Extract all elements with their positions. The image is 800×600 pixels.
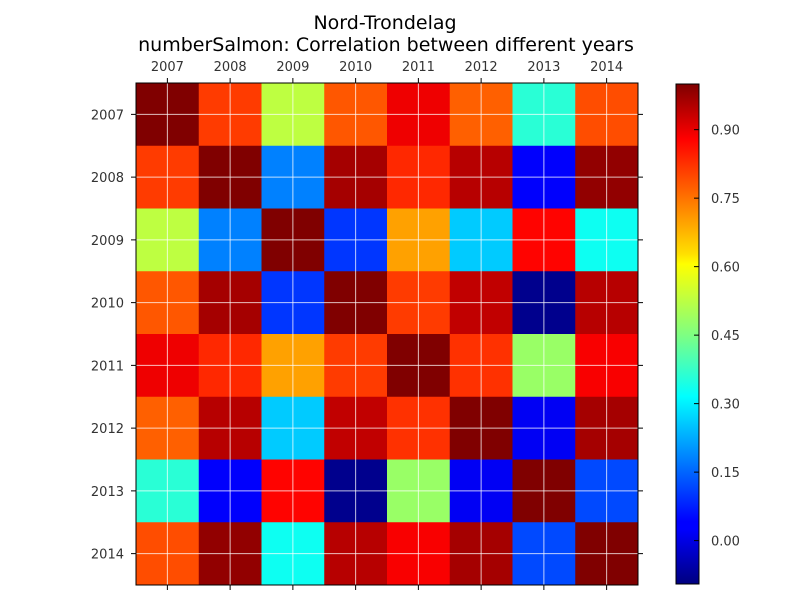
- y-tick-label: 2008: [91, 171, 124, 186]
- colorbar-ticks: 0.00 0.15 0.30 0.45 0.60 0.75 0.90: [694, 124, 740, 550]
- x-tick-label: 2008: [214, 60, 247, 75]
- y-tick-label: 2014: [91, 548, 124, 563]
- colorbar-tick-label: 0.90: [711, 124, 740, 139]
- x-tick-label: 2009: [276, 60, 309, 75]
- colorbar-tick-label: 0.30: [711, 398, 740, 413]
- colorbar: [675, 83, 700, 585]
- chart-subtitle: numberSalmon: Correlation between differ…: [138, 34, 634, 56]
- y-tick-label: 2013: [91, 485, 124, 500]
- colorbar-tick-label: 0.15: [711, 466, 740, 481]
- y-axis: 2007 2008 2009 2010 2011 2012 2013 2014: [91, 108, 643, 563]
- y-tick-label: 2010: [91, 297, 124, 312]
- x-tick-label: 2013: [527, 60, 560, 75]
- heatmap-cells: [136, 83, 639, 586]
- x-tick-label: 2010: [339, 60, 372, 75]
- plot-frame: [135, 82, 639, 586]
- y-tick-label: 2007: [91, 108, 124, 123]
- x-tick-label: 2012: [465, 60, 498, 75]
- colorbar-tick-label: 0.75: [711, 192, 740, 207]
- y-tick-label: 2009: [91, 234, 124, 249]
- x-tick-label: 2011: [402, 60, 435, 75]
- grid-lines: [136, 83, 638, 585]
- x-tick-label: 2007: [151, 60, 184, 75]
- x-axis: 2007 2008 2009 2010 2011 2012 2013 2014: [151, 60, 623, 590]
- x-tick-label: 2014: [590, 60, 623, 75]
- chart-title: Nord-Trondelag: [313, 12, 456, 34]
- y-tick-label: 2011: [91, 359, 124, 374]
- colorbar-tick-label: 0.00: [711, 535, 740, 550]
- colorbar-tick-label: 0.45: [711, 329, 740, 344]
- y-tick-label: 2012: [91, 422, 124, 437]
- colorbar-tick-label: 0.60: [711, 261, 740, 276]
